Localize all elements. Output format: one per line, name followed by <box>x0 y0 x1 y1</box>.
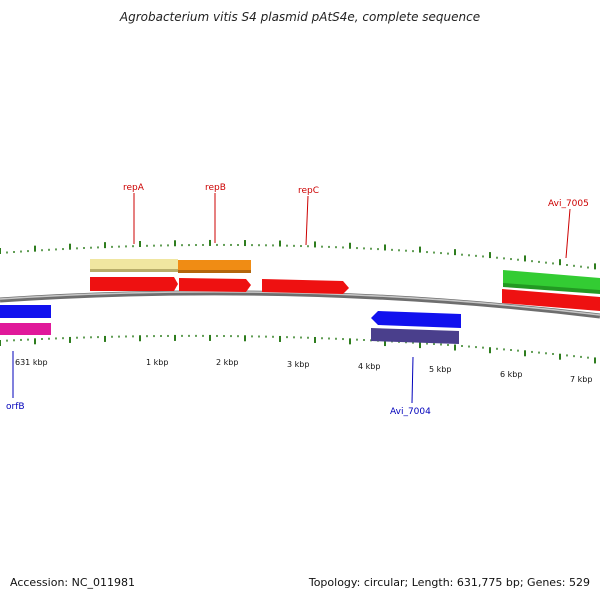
repC-leader <box>305 195 309 246</box>
gene-label-repB[interactable]: repB <box>205 183 226 193</box>
scale-label-3kbp: 3 kbp <box>287 360 309 369</box>
gene-label-repA[interactable]: repA <box>123 183 145 193</box>
gene-label-repC[interactable]: repC <box>298 186 319 196</box>
repB-cds-shadow <box>178 270 251 273</box>
repA-cds[interactable] <box>90 259 178 271</box>
scale-label-4kbp: 4 kbp <box>358 362 380 371</box>
accession-text: Accession: NC_011981 <box>10 576 136 589</box>
outer-tick-row <box>0 239 596 270</box>
repC-gene[interactable] <box>262 279 349 294</box>
scale-label-1kbp: 1 kbp <box>146 358 168 367</box>
gene-label-Avi_7005[interactable]: Avi_7005 <box>548 199 589 209</box>
backbone-arc-highlight <box>0 291 600 316</box>
orfB-gene[interactable] <box>0 305 51 318</box>
topology-summary: Topology: circular; Length: 631,775 bp; … <box>308 576 590 589</box>
orfB-cds[interactable] <box>0 323 51 335</box>
Avi_7005-cds-shadow <box>503 283 600 294</box>
scale-label-7kbp: 7 kbp <box>570 375 592 384</box>
scale-label-2kbp: 2 kbp <box>216 358 238 367</box>
scale-label-631kbp: 631 kbp <box>15 358 48 367</box>
backbone-arc <box>0 290 600 319</box>
Avi_7004-gene[interactable] <box>371 311 461 328</box>
gene-label-orfB[interactable]: orfB <box>6 402 25 412</box>
repB-cds[interactable] <box>178 260 251 272</box>
gene-label-Avi_7004[interactable]: Avi_7004 <box>390 407 431 417</box>
scale-label-6kbp: 6 kbp <box>500 370 522 379</box>
repA-gene[interactable] <box>90 277 178 291</box>
Avi_7004-leader <box>411 356 414 404</box>
repB-gene[interactable] <box>179 278 251 292</box>
Avi_7005-leader <box>565 208 571 259</box>
Avi_7004-cds[interactable] <box>371 328 459 344</box>
Avi_7005-gene[interactable] <box>502 289 600 311</box>
scale-label-5kbp: 5 kbp <box>429 365 451 374</box>
map-title: Agrobacterium vitis S4 plasmid pAtS4e, c… <box>119 10 481 24</box>
repA-cds-shadow <box>90 269 178 272</box>
